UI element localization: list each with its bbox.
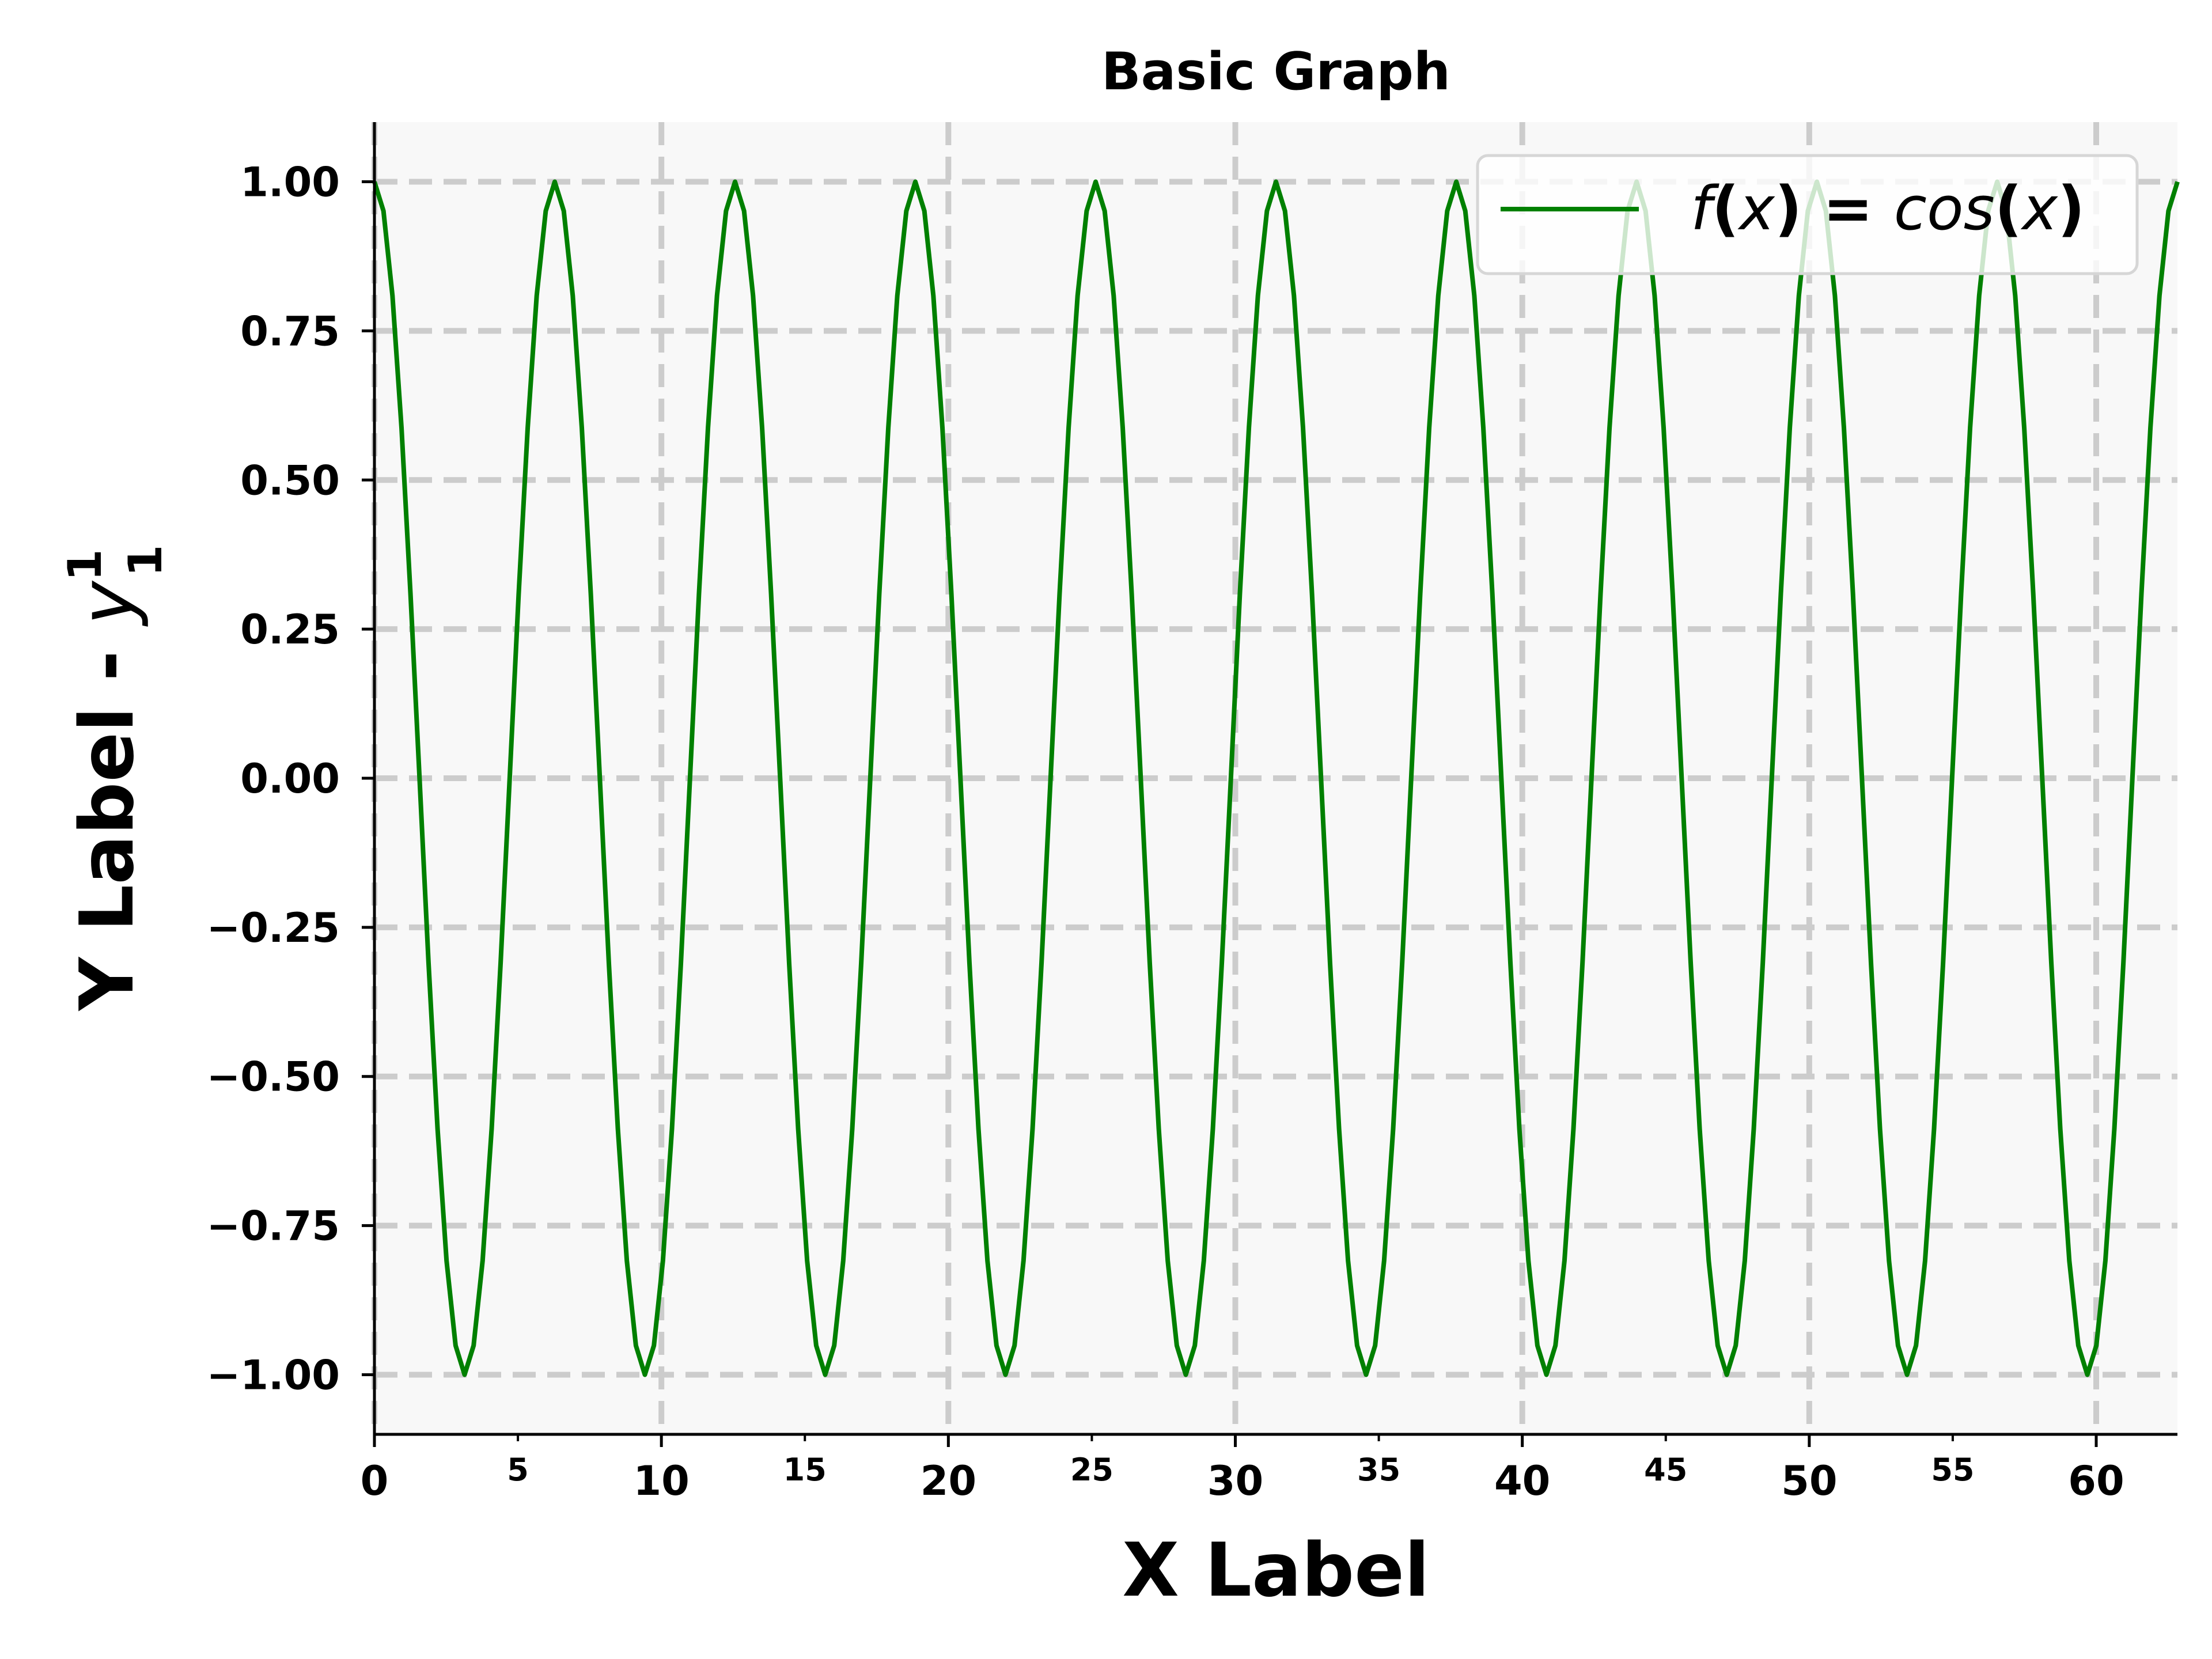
legend-box bbox=[1476, 154, 2139, 275]
chart-title: Basic Graph bbox=[1101, 41, 1450, 102]
legend-entry-paren-open-2: ( bbox=[1995, 173, 2022, 244]
y-axis-label: Y Label - y1 1 bbox=[58, 545, 172, 1012]
y-ticks: 1.00 0.75 0.50 0.25 0.00 −0.25 −0.50 −0.75 −1.00 bbox=[207, 159, 374, 1399]
series-layer bbox=[372, 179, 2180, 1377]
y-tick-label: 1.00 bbox=[240, 159, 340, 206]
legend: f(x) = cos(x) bbox=[1476, 154, 2139, 275]
y-tick-label: −0.75 bbox=[207, 1203, 340, 1250]
y-tick-label: 0.50 bbox=[240, 457, 340, 504]
y-tick-label: 0.25 bbox=[240, 606, 340, 653]
grid bbox=[372, 122, 2177, 1434]
y-tick-label: 0.00 bbox=[240, 755, 340, 802]
legend-entry-equals: = bbox=[1802, 173, 1894, 244]
x-minor-tick-label: 35 bbox=[1357, 1452, 1400, 1488]
x-tick-label: 50 bbox=[1781, 1457, 1837, 1505]
y-tick-label: −0.50 bbox=[207, 1054, 340, 1101]
legend-entry-x-2: x bbox=[2020, 173, 2058, 244]
legend-entry-paren-open: ( bbox=[1712, 173, 1740, 244]
legend-entry-paren-close: ) bbox=[1775, 173, 1802, 244]
y-axis-label-prefix: Y Label - bbox=[65, 625, 150, 1012]
x-tick-label: 20 bbox=[921, 1457, 976, 1505]
x-minor-tick-label: 45 bbox=[1644, 1452, 1687, 1488]
legend-entry-cos: cos bbox=[1894, 173, 1995, 244]
y-axis-label-superscript: 1 bbox=[58, 549, 112, 581]
x-tick-label: 40 bbox=[1494, 1457, 1550, 1505]
series-line-0 bbox=[372, 179, 2180, 1377]
y-tick-label: −1.00 bbox=[207, 1351, 340, 1399]
x-tick-label: 0 bbox=[361, 1457, 389, 1505]
y-tick-label: 0.75 bbox=[240, 308, 340, 355]
x-tick-label: 30 bbox=[1207, 1457, 1263, 1505]
x-minor-tick-label: 25 bbox=[1070, 1452, 1113, 1488]
x-minor-tick-label: 55 bbox=[1931, 1452, 1974, 1488]
x-minor-tick-label: 15 bbox=[783, 1452, 827, 1488]
x-axis-label: X Label bbox=[1122, 1528, 1430, 1613]
svg-text:Y Label - y11: Y Label - y1 1 bbox=[58, 545, 172, 1012]
x-tick-label: 10 bbox=[633, 1457, 689, 1505]
legend-entry-paren-close-2: ) bbox=[2058, 173, 2085, 244]
svg-text:f(x) = cos(x): f(x) = cos(x) bbox=[1691, 173, 2085, 244]
y-axis-label-subscript: 1 bbox=[119, 545, 172, 577]
y-tick-label: −0.25 bbox=[207, 904, 340, 952]
x-minor-tick-label: 5 bbox=[507, 1452, 529, 1488]
legend-entry-x: x bbox=[1737, 173, 1775, 244]
x-tick-label: 60 bbox=[2068, 1457, 2124, 1505]
x-ticks: 0 10 20 30 40 50 60 5 15 25 35 45 55 bbox=[361, 1434, 2124, 1505]
y-axis-label-symbol: y bbox=[65, 580, 150, 627]
